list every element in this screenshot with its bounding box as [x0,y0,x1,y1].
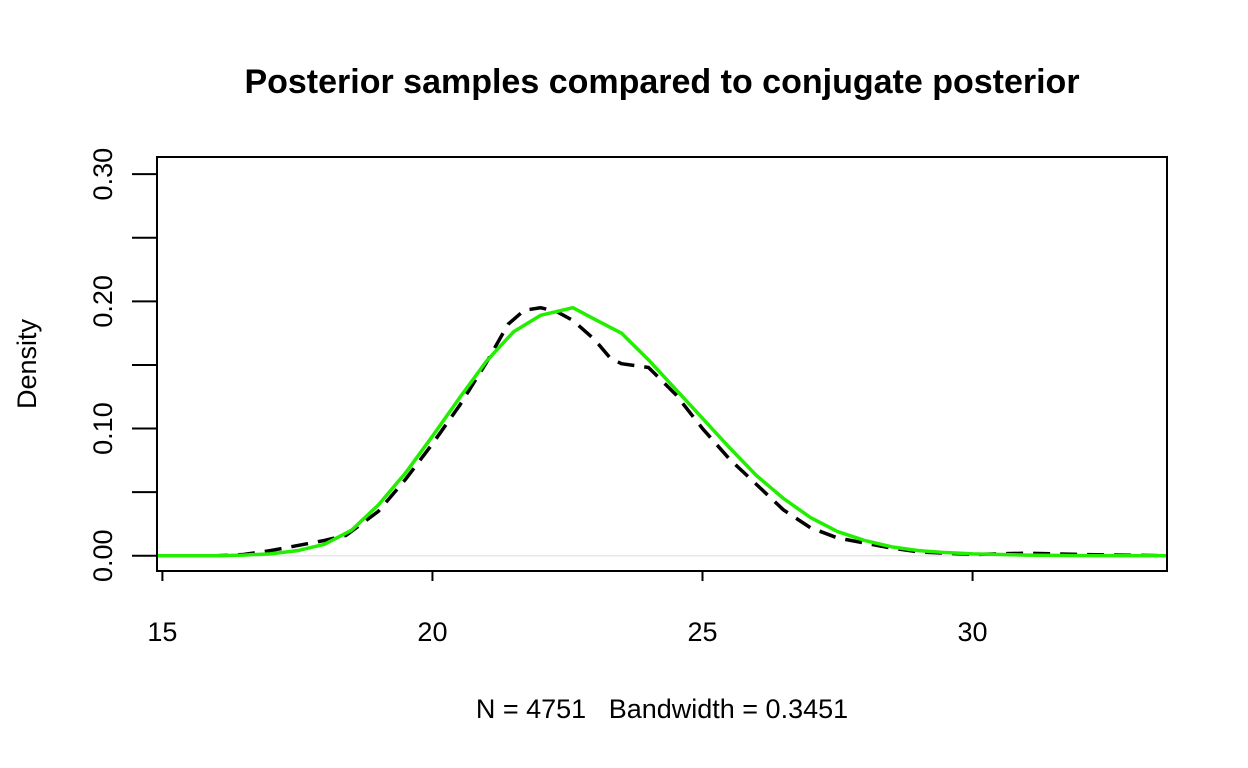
y-axis-label: Density [12,318,42,409]
plot-frame [156,156,1168,572]
x-tick-label: 15 [147,617,177,647]
y-tick-label: 0.30 [88,148,118,201]
chart-title: Posterior samples compared to conjugate … [244,63,1079,101]
y-tick-label: 0.20 [88,275,118,328]
density-line-solid [157,305,1168,558]
y-tick-label: 0.10 [88,402,118,455]
x-axis-label: N = 4751 Bandwidth = 0.3451 [476,694,848,724]
density-line-dashed [157,305,1168,558]
x-tick-label: 30 [958,617,988,647]
x-tick-label: 20 [417,617,447,647]
x-tick-label: 25 [687,617,717,647]
y-tick-label: 0.00 [88,529,118,582]
